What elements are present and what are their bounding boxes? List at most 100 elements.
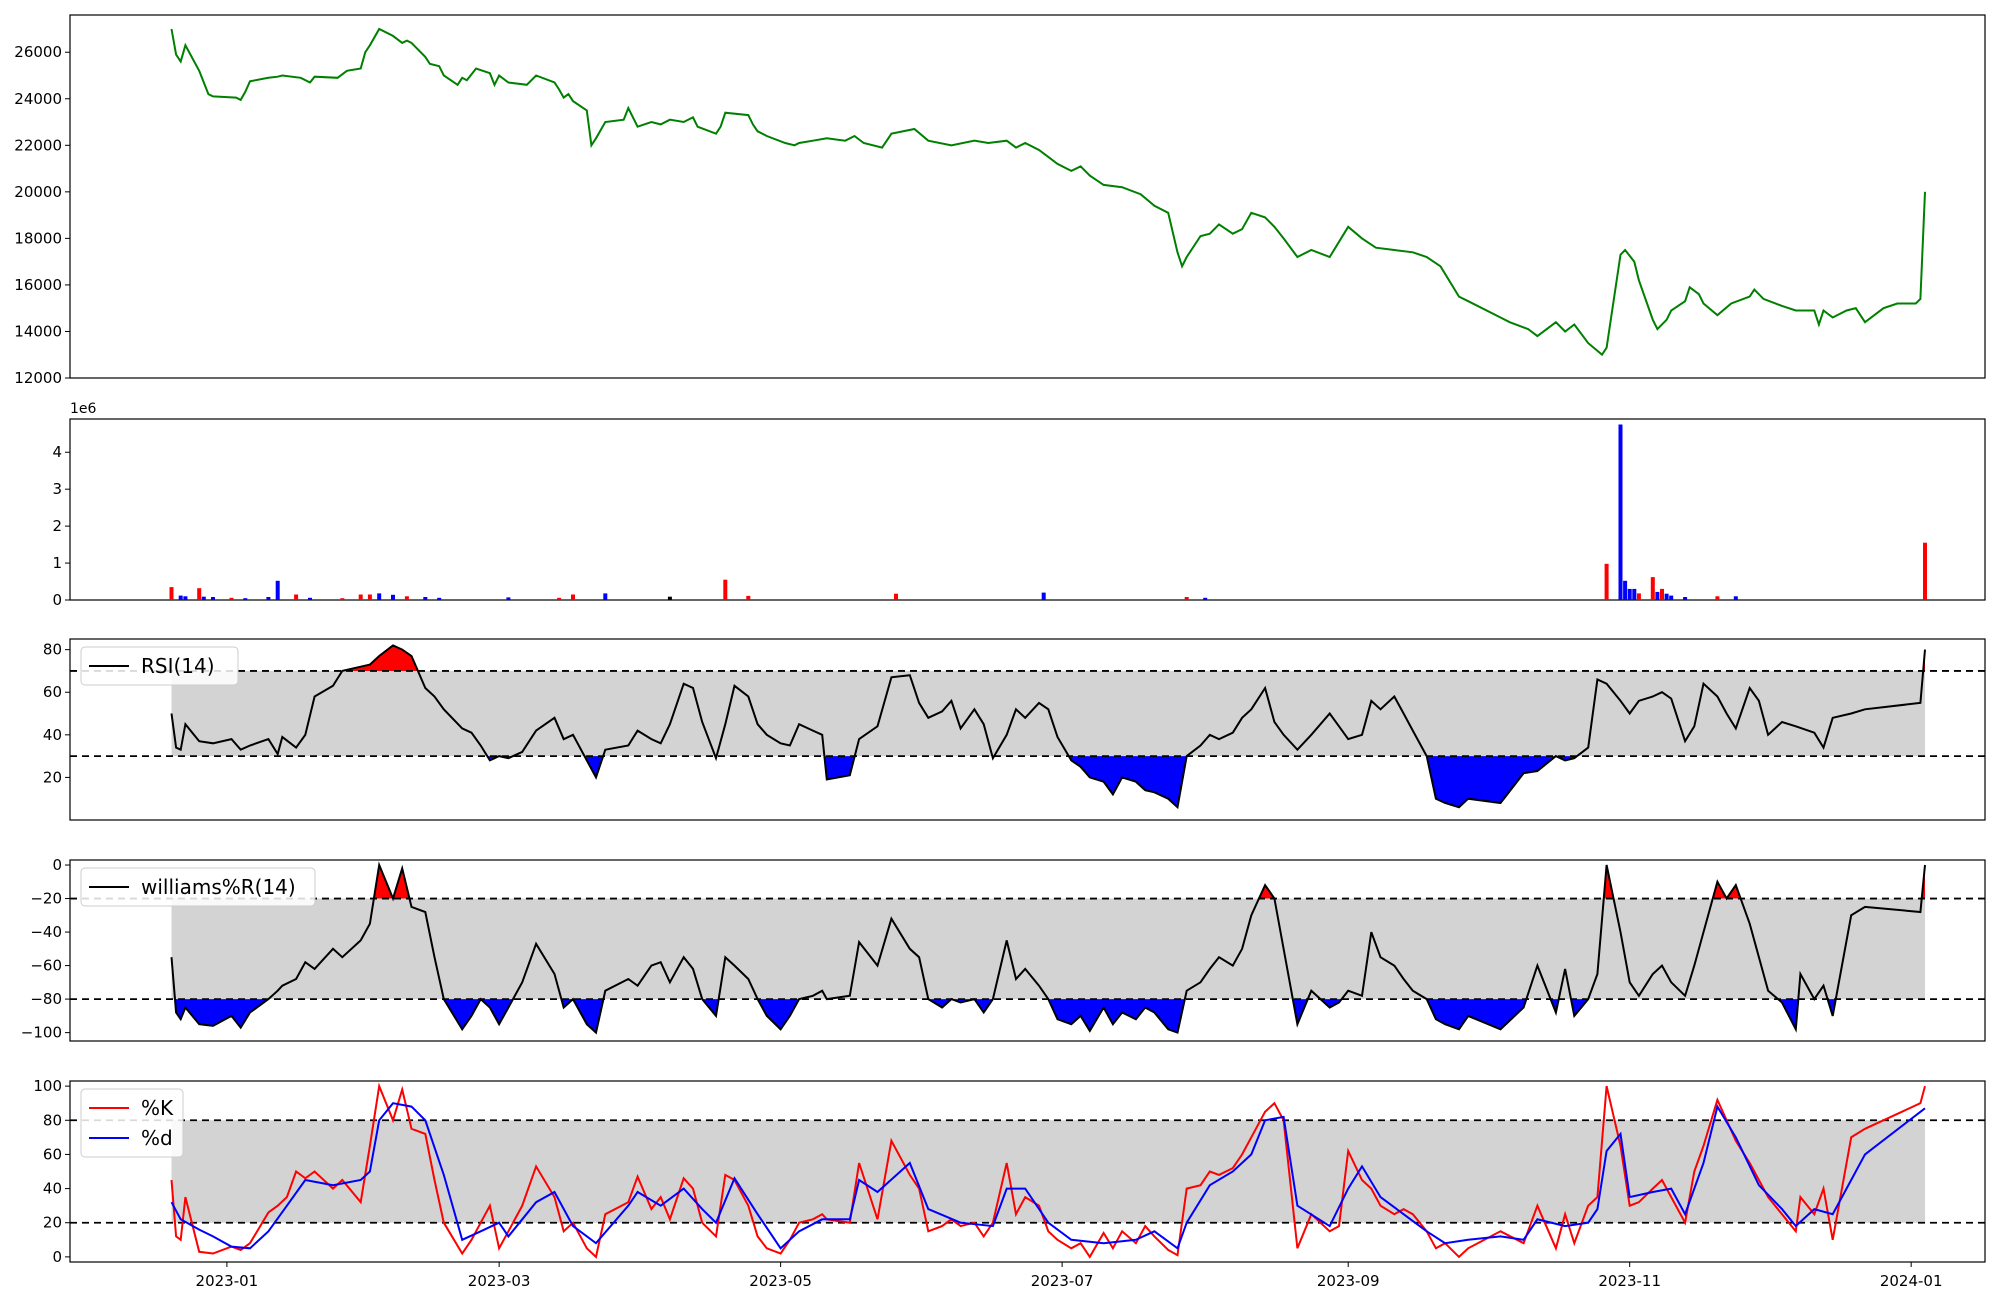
rsi-oversold-fill-area [584,756,604,778]
willr-oversold-fill-area [572,999,604,1033]
y-tick-label: 22000 [14,136,62,154]
y-tick-label: 0 [52,591,62,609]
y-tick-label: 24000 [14,90,62,108]
volume-bar [358,594,363,600]
y-tick-label: 60 [43,1145,62,1163]
volume-bar [557,597,562,600]
volume-bar [266,597,271,600]
volume-bar [1664,593,1669,600]
y-tick-label: −20 [30,890,62,908]
y-axis-3: −100 −80 −60 −40 −20 0 [21,856,70,1042]
legend-2: RSI(14) [80,646,239,686]
rsi-overbought-fill-area [342,645,418,671]
volume-bar [667,596,672,600]
volume-bar [211,597,215,600]
legend-4: %K %d [80,1088,184,1158]
panel-frame-3 [69,859,1986,1042]
rsi-oversold-fill-area [1068,756,1187,808]
x-tick-label: 2024-01 [1880,1272,1943,1290]
volume-bar [1683,597,1688,600]
y-tick-label: 40 [43,726,62,744]
volume-bar [1715,596,1720,600]
y-tick-label: 20 [43,768,62,786]
y-tick-label: 4 [52,443,62,461]
y-tick-label: 3 [52,480,62,498]
volume-bar [1923,542,1927,600]
y-tick-label: 0 [52,856,62,874]
legend-label: williams%R(14) [141,875,296,899]
y-tick-label: 20000 [14,183,62,201]
y-tick-label: 80 [43,641,62,659]
y-tick-label: 26000 [14,43,62,61]
volume-bar [723,579,728,600]
y-axis-0: 12000 14000 16000 18000 20000 22000 24000 26000 [14,43,70,387]
legend-box [80,1088,184,1158]
y-offset-text: 1e6 [70,401,97,417]
y-tick-label: 80 [43,1111,62,1129]
volume-bar [1623,580,1628,600]
x-tick-label: 2023-11 [1598,1272,1661,1290]
willr-oversold-fill-area [928,999,952,1008]
volume-bar [404,596,409,600]
y-tick-label: 1 [52,554,62,572]
rsi-oversold-fill [487,756,1578,808]
rsi-line [170,644,1926,810]
willr-oversold-fill-area [443,999,481,1030]
volume-bar [423,597,428,600]
volume-bar [377,593,382,600]
y-tick-label: −60 [30,957,62,975]
volume-bar [183,596,188,600]
rsi-overbought-fill [342,645,1926,671]
volume-bar [1650,577,1655,600]
y-tick-label: −100 [21,1024,62,1042]
volume-bar [1203,597,1208,600]
panel-frame-1 [69,418,1986,601]
volume-bar [169,587,174,600]
stoch-d-line [170,1102,1926,1250]
y-tick-label: 18000 [14,229,62,247]
y-axis-2: 20 40 60 80 [43,641,70,786]
volume-bar [229,597,234,600]
volume-bar [1655,591,1660,600]
volume-bar [1627,588,1632,600]
y-tick-label: 40 [43,1180,62,1198]
rsi-oversold-fill-area [824,756,855,780]
legend-label: %K [141,1096,174,1120]
x-tick-label: 2023-03 [468,1272,531,1290]
volume-bar [437,597,442,600]
y-tick-label: 60 [43,683,62,701]
y-axis-1: 0 1 2 3 4 [52,443,70,609]
y-tick-label: 2 [52,517,62,535]
y-axis-4: 0 20 40 60 80 100 [33,1077,70,1266]
panel-frame-2 [69,638,1986,821]
volume-bar [603,593,608,600]
volume-bar [1618,424,1623,600]
willr-oversold-fill-area [1320,999,1342,1008]
panel-frame-0 [69,14,1986,379]
x-axis: 2023-01 2023-03 2023-05 2023-07 2023-09 2023-… [196,1262,1943,1290]
volume-bar [201,596,206,600]
y-tick-label: 20 [43,1214,62,1232]
willr-oversold-fill-area [1426,999,1527,1030]
legend-label: RSI(14) [141,654,215,678]
y-tick-label: 100 [33,1077,62,1095]
willr-overbought-fill [373,865,1926,899]
x-tick-label: 2023-01 [196,1272,259,1290]
volume-bar [1604,563,1609,600]
volume-bar [197,588,202,600]
volume-bar [367,594,372,600]
willr-band [171,898,1926,1000]
volume-bar [308,597,312,600]
volume-bar [178,595,183,600]
legend-box [80,867,316,907]
y-tick-label: 12000 [14,369,62,387]
price-line [170,27,1926,357]
volume-bar [1660,588,1664,600]
volume-bar [506,597,511,600]
volume-bar [275,580,280,600]
legend-3: williams%R(14) [80,867,316,907]
panel-frame-4 [69,1080,1986,1263]
x-tick-label: 2023-05 [749,1272,812,1290]
volume-bar [243,598,248,600]
